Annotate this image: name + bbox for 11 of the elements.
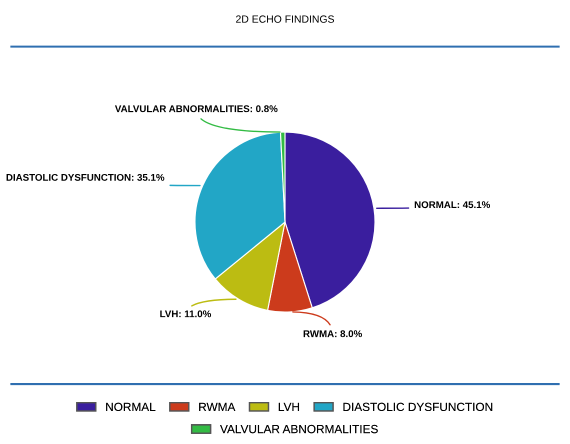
data-label: RWMA: 8.0% <box>304 330 362 338</box>
data-label: DIASTOLIC DYSFUNCTION: 35.1% <box>6 174 164 181</box>
legend-label: NORMAL <box>106 402 156 412</box>
legend-label: RWMA <box>199 402 236 411</box>
legend-label: DIASTOLIC DYSFUNCTION <box>343 402 492 412</box>
legend-label: VALVULAR ABNORMALITIES <box>220 424 378 434</box>
legend-label: LVH <box>278 402 300 411</box>
chart-title: 2D ECHO FINDINGS <box>236 15 334 23</box>
data-label: NORMAL: 45.1% <box>414 201 490 208</box>
data-label: VALVULAR ABNORMALITIES: 0.8% <box>114 105 278 112</box>
data-label: LVH: 11.0% <box>160 310 212 318</box>
